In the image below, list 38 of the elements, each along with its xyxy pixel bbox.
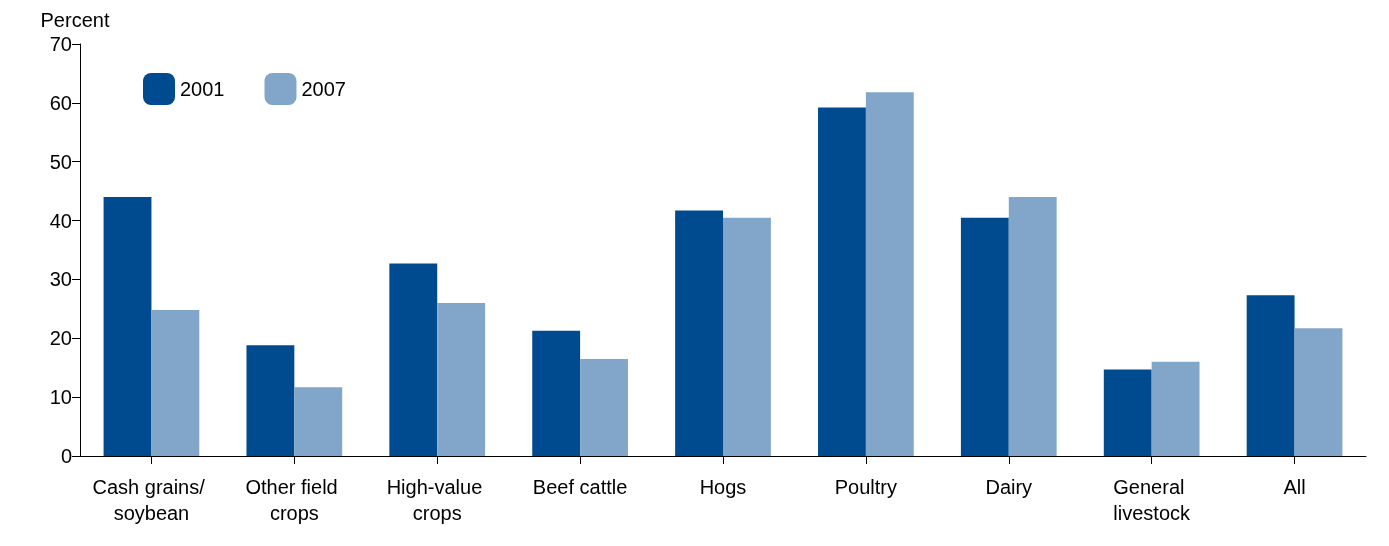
y-tick-label: 0 xyxy=(60,445,72,467)
x-tick-label: Dairy xyxy=(985,476,1033,498)
x-tick-label: Poultry xyxy=(834,476,898,498)
y-tick-label: 60 xyxy=(49,91,72,114)
bar xyxy=(294,387,343,456)
bar xyxy=(1103,369,1152,456)
bar xyxy=(675,210,723,456)
bar xyxy=(246,345,295,456)
y-tick-label: 50 xyxy=(49,150,72,173)
bar xyxy=(532,330,581,456)
y-tick-label: 70 xyxy=(49,33,72,55)
y-tick-label: 20 xyxy=(49,327,72,350)
bar xyxy=(1246,295,1295,456)
bar xyxy=(1294,328,1343,456)
bar xyxy=(1008,197,1057,456)
bar xyxy=(1151,361,1200,456)
y-tick-label: 10 xyxy=(49,386,72,409)
x-tick-label: Hogs xyxy=(699,476,747,498)
x-tick-label: Other field crops xyxy=(245,476,344,524)
legend-label: 2001 xyxy=(180,78,225,100)
bar xyxy=(865,92,914,456)
bar xyxy=(723,217,771,456)
bar xyxy=(151,310,200,456)
y-axis-title: Percent xyxy=(40,9,110,31)
bar xyxy=(818,107,866,456)
x-tick-label: Beef cattle xyxy=(532,476,628,498)
bar xyxy=(580,358,628,456)
bar xyxy=(437,302,486,456)
y-tick-label: 40 xyxy=(49,209,72,232)
x-tick-label: Cash grains/ soybean xyxy=(92,476,211,524)
x-tick-label: High-value crops xyxy=(386,476,488,524)
legend-label: 2007 xyxy=(301,78,346,100)
bar xyxy=(389,263,438,456)
y-tick-label: 30 xyxy=(49,268,72,291)
x-tick-label: All xyxy=(1283,476,1306,498)
bar xyxy=(960,217,1009,456)
x-tick-label: General livestock xyxy=(1113,476,1191,524)
bar xyxy=(103,197,152,456)
